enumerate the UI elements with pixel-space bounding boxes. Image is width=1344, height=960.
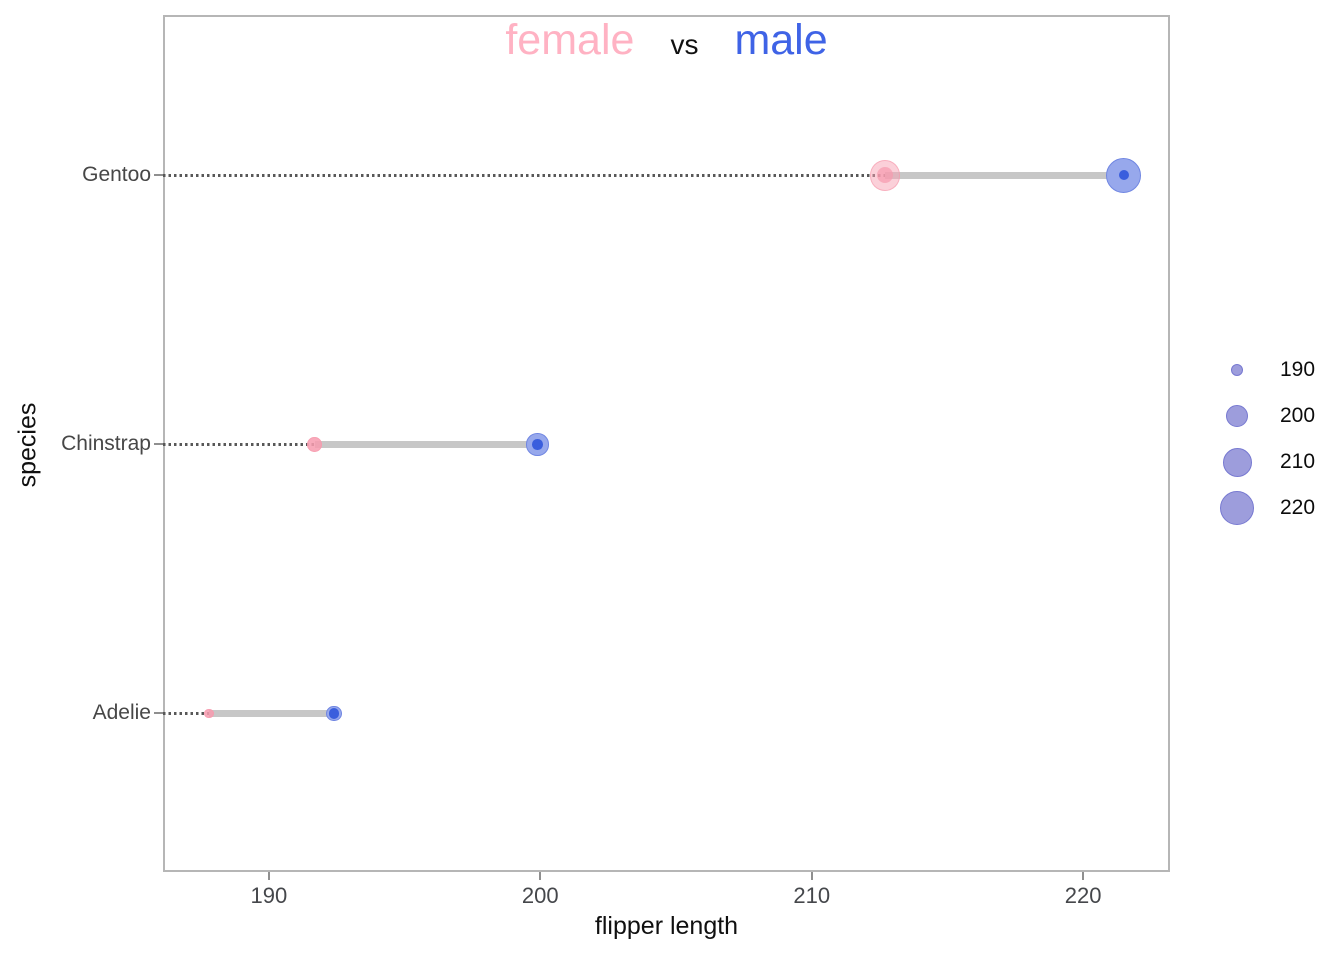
title-vs-word: vs xyxy=(670,29,699,60)
x-tick-label-210: 210 xyxy=(793,883,831,908)
y-tick-label-gentoo: Gentoo xyxy=(82,163,151,187)
legend-bubble-icon xyxy=(1219,490,1255,526)
x-tick-mark xyxy=(810,872,813,880)
x-tick-label-200: 200 xyxy=(521,883,559,908)
legend-bubble-icon xyxy=(1225,404,1249,428)
chart-title: female vs male xyxy=(163,16,1170,72)
x-tick-label-220: 220 xyxy=(1064,883,1102,908)
legend-bubble-icon xyxy=(1222,447,1252,477)
y-tick-mark xyxy=(154,174,163,177)
leader-line-chinstrap xyxy=(163,442,315,446)
title-female-word: female xyxy=(505,16,635,64)
connector-chinstrap xyxy=(315,440,538,448)
legend-row-190: 190 xyxy=(1200,350,1344,390)
y-tick-label-chinstrap: Chinstrap xyxy=(61,432,151,456)
x-tick-mark xyxy=(539,872,542,880)
point-female-core-chinstrap xyxy=(307,436,323,452)
x-axis-title: flipper length xyxy=(594,912,739,940)
connector-adelie xyxy=(209,709,334,717)
point-male-core-chinstrap xyxy=(532,439,543,450)
x-tick-label-190: 190 xyxy=(250,883,288,908)
size-legend: 190 200 210 220 xyxy=(1200,350,1344,540)
legend-row-220: 220 xyxy=(1200,488,1344,528)
y-tick-mark xyxy=(154,712,163,715)
legend-label: 220 xyxy=(1280,496,1316,519)
leader-line-adelie xyxy=(163,711,210,715)
point-male-core-gentoo xyxy=(1118,170,1130,181)
legend-row-200: 200 xyxy=(1200,396,1344,436)
title-male-word: male xyxy=(734,16,828,64)
point-male-core-adelie xyxy=(328,708,340,719)
point-female-core-gentoo xyxy=(877,167,893,184)
connector-gentoo xyxy=(885,171,1124,179)
x-tick-mark xyxy=(267,872,270,880)
legend-bubble-icon xyxy=(1230,363,1244,377)
x-tick-mark xyxy=(1082,872,1085,880)
legend-row-210: 210 xyxy=(1200,442,1344,482)
legend-label: 210 xyxy=(1280,450,1316,473)
y-tick-mark xyxy=(154,443,163,446)
y-tick-label-adelie: Adelie xyxy=(92,701,151,725)
legend-label: 200 xyxy=(1280,404,1316,427)
leader-line-gentoo xyxy=(163,173,885,177)
point-female-core-adelie xyxy=(204,708,214,719)
legend-label: 190 xyxy=(1280,358,1316,381)
